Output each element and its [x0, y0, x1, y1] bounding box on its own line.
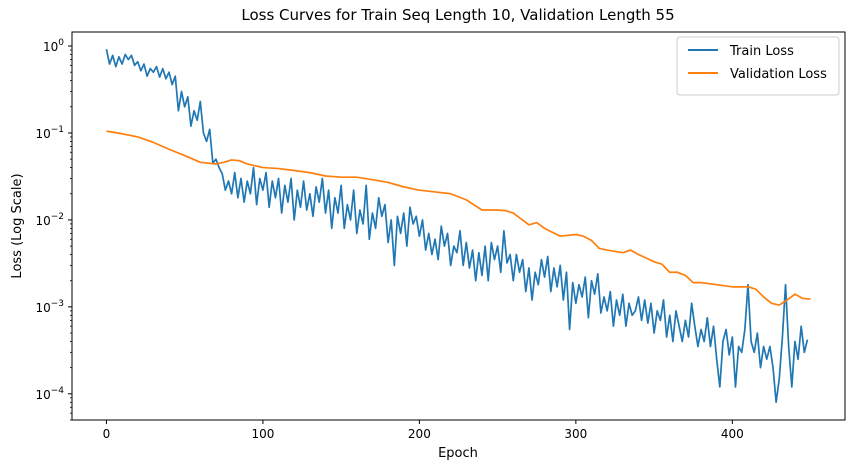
y-tick-label: 10−2 [35, 212, 64, 228]
y-axis-ticks: 10−4 10−3 10−2 10−1 100 [35, 38, 72, 421]
y-axis-label: Loss (Log Scale) [10, 173, 25, 278]
chart-title: Loss Curves for Train Seq Length 10, Val… [241, 6, 674, 24]
x-axis-ticks: 0 100 200 300 400 [103, 420, 744, 441]
y-tick-label: 100 [43, 38, 64, 54]
series-line-train-loss [105, 49, 809, 404]
x-tick-label: 400 [721, 427, 744, 441]
legend-label-validation-loss: Validation Loss [730, 67, 827, 82]
y-tick-label: 10−1 [35, 125, 64, 141]
legend-label-train-loss: Train Loss [729, 44, 794, 59]
x-axis-label: Epoch [438, 446, 478, 461]
series-line-validation-loss [106, 130, 811, 306]
x-tick-label: 100 [251, 427, 274, 441]
plot-frame [71, 31, 846, 421]
x-tick-label: 0 [103, 427, 111, 441]
x-tick-label: 200 [408, 427, 431, 441]
series-layer [105, 49, 811, 404]
legend: Train Loss Validation Loss [676, 36, 840, 96]
legend-box [676, 36, 840, 96]
x-tick-label: 300 [564, 427, 587, 441]
y-tick-label: 10−3 [35, 299, 64, 315]
y-tick-label: 10−4 [35, 386, 64, 402]
